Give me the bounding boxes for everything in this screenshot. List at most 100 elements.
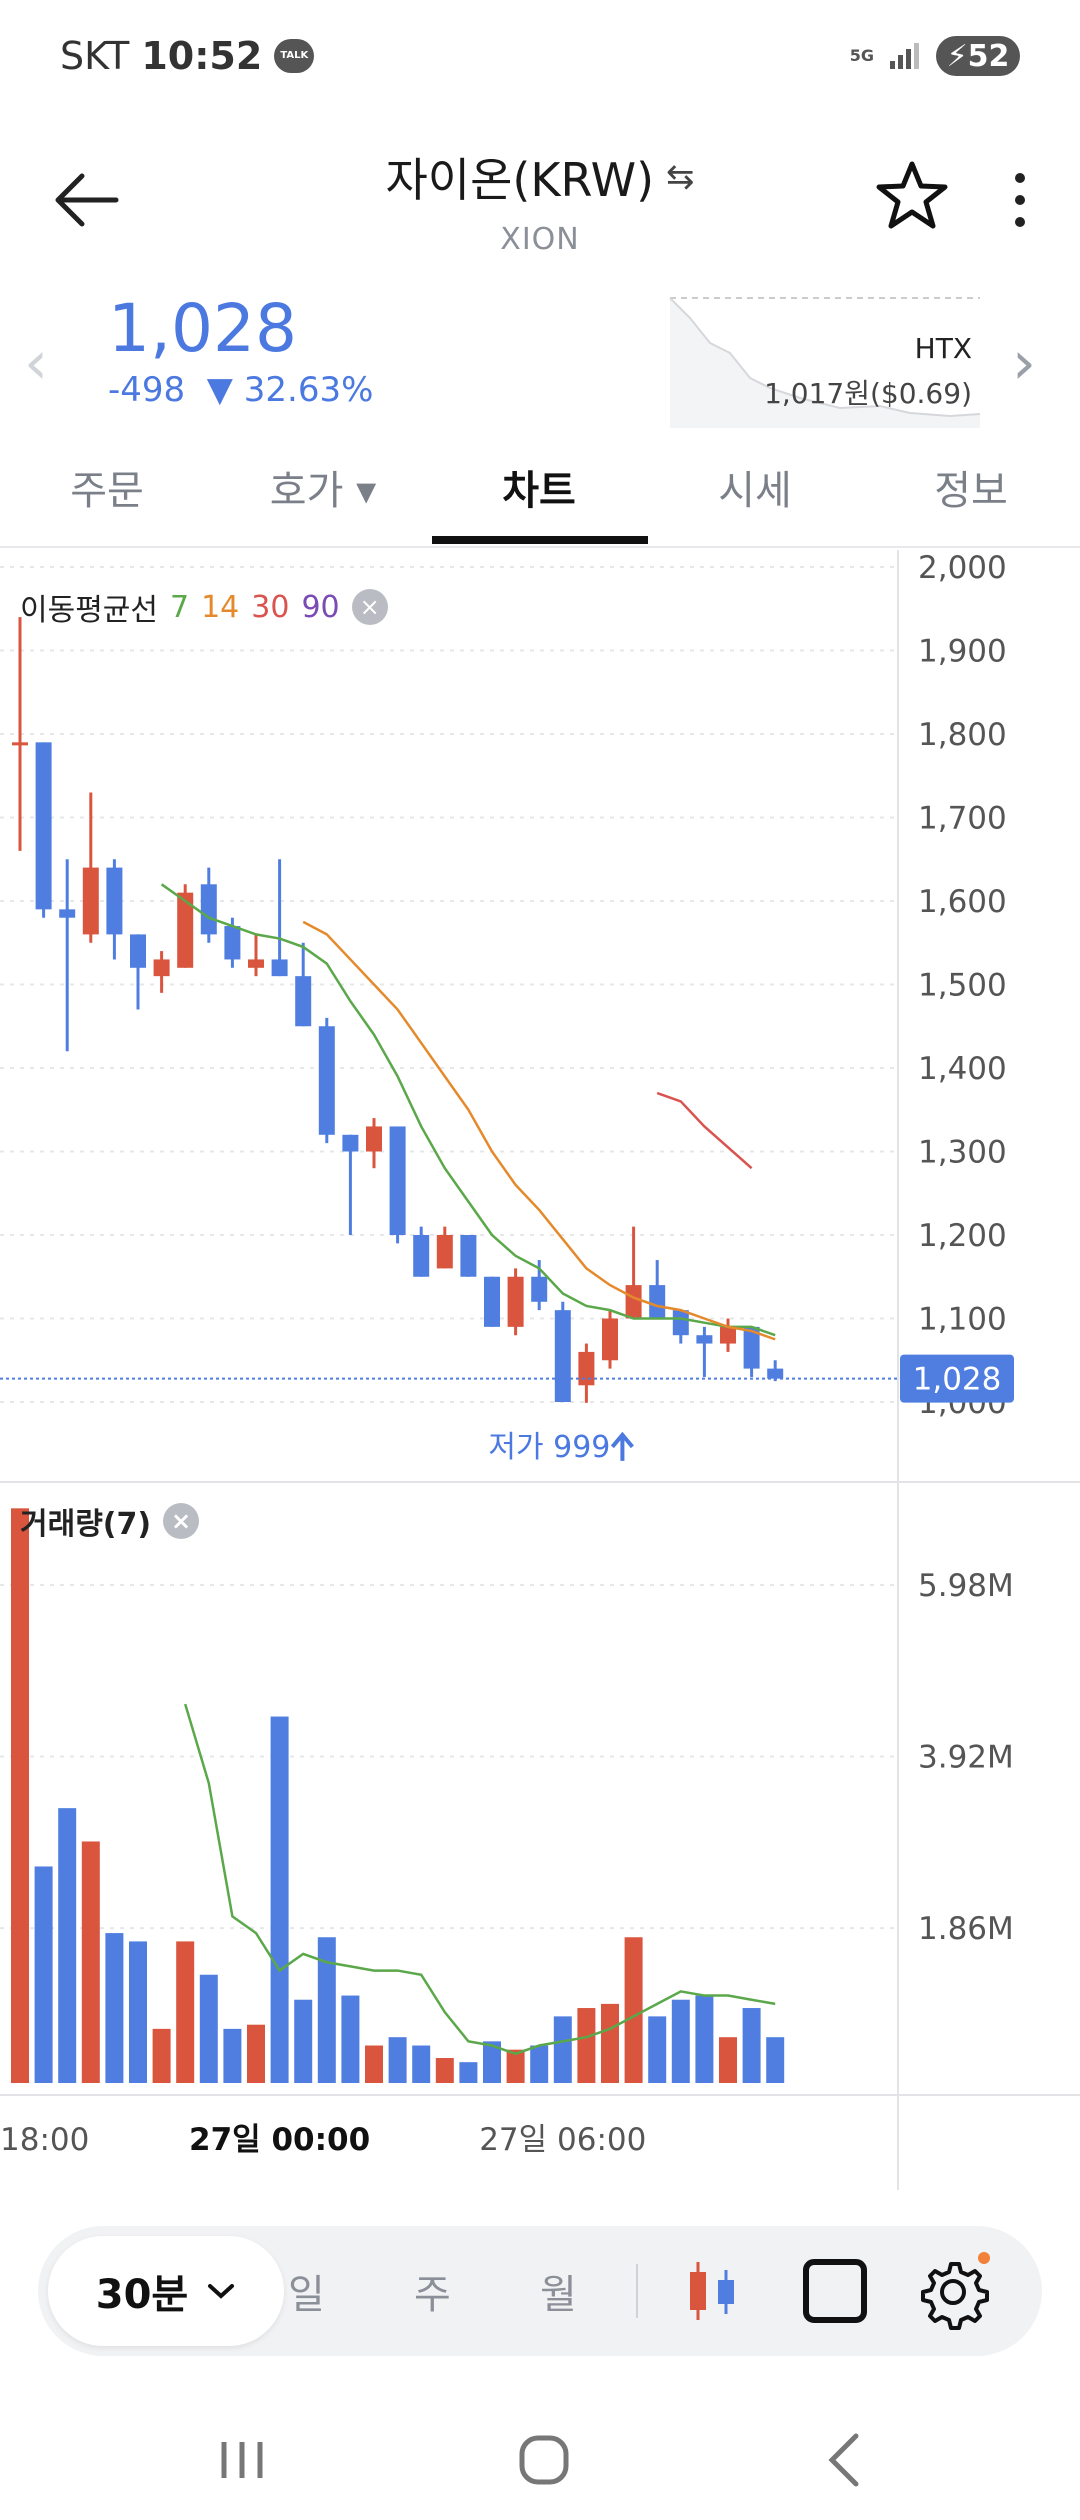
candle-body bbox=[271, 959, 288, 977]
change-absolute: -498 bbox=[108, 370, 186, 410]
volume-ma-line bbox=[184, 1703, 776, 2056]
volume-tick-label: 1.86M bbox=[918, 1911, 1014, 1947]
volume-bar bbox=[648, 2016, 667, 2083]
volume-legend: 거래량(7) × bbox=[20, 1499, 200, 1543]
volume-bar bbox=[34, 1866, 53, 2083]
prev-coin-chevron-icon[interactable]: ‹ bbox=[24, 328, 48, 398]
volume-bar bbox=[483, 2041, 501, 2083]
close-volume-icon[interactable]: × bbox=[163, 1503, 200, 1539]
interval-dropdown[interactable]: 30분 bbox=[48, 2236, 284, 2346]
price-tick-label: 1,200 bbox=[918, 1218, 1007, 1254]
signal-icon bbox=[890, 43, 919, 69]
candle-body bbox=[578, 1351, 595, 1386]
candle-body bbox=[342, 1134, 359, 1152]
low-price-label: 저가 999 bbox=[488, 1430, 610, 1465]
volume-bar bbox=[199, 1974, 218, 2083]
volume-bar bbox=[247, 2024, 265, 2083]
candle-body bbox=[12, 742, 28, 746]
tab-bar: 주문 호가 ▾ 차트 시세 정보 bbox=[0, 440, 1080, 548]
recent-apps-icon[interactable] bbox=[182, 2420, 302, 2500]
time-axis-label: 27일 06:00 bbox=[479, 2122, 646, 2158]
candlestick-chart[interactable]: 2,000 1,900 1,800 1,700 1,600 1,500 1,400 1,300… bbox=[0, 550, 1080, 2190]
interval-month-button[interactable]: 월 bbox=[540, 2272, 577, 2318]
swap-currency-icon[interactable]: ⇆ bbox=[666, 157, 695, 197]
candle-body bbox=[460, 1235, 477, 1277]
ma-label: 이동평균선 bbox=[20, 593, 158, 628]
volume-bar bbox=[129, 1941, 147, 2083]
chevron-down-icon bbox=[208, 2284, 235, 2299]
chart-area[interactable]: 2,000 1,900 1,800 1,700 1,600 1,500 1,400 1,300… bbox=[0, 550, 1080, 2190]
exchange-name: HTX bbox=[914, 332, 972, 365]
candle-body bbox=[413, 1235, 430, 1277]
candle-type-icon[interactable] bbox=[668, 2248, 758, 2334]
volume-bar bbox=[435, 2058, 454, 2083]
price-tick-label: 1,800 bbox=[918, 717, 1007, 753]
volume-bar bbox=[152, 2028, 171, 2083]
candle-body bbox=[82, 867, 99, 935]
volume-bar bbox=[176, 1941, 195, 2083]
ma-14-line bbox=[302, 920, 776, 1341]
time-axis-label: 18:00 bbox=[0, 2122, 89, 2158]
android-navigation-bar bbox=[0, 2400, 1080, 2520]
exchange-price: 1,017원($0.69) bbox=[764, 377, 972, 410]
volume-bar bbox=[671, 1999, 690, 2083]
tab-orderbook[interactable]: 호가 ▾ bbox=[269, 468, 377, 514]
coin-title[interactable]: 자이온(KRW) ⇆ bbox=[385, 144, 694, 210]
favorite-star-icon[interactable] bbox=[872, 156, 952, 236]
more-vertical-icon[interactable] bbox=[996, 160, 1044, 240]
candle-body bbox=[35, 742, 52, 910]
volume-tick-label: 5.98M bbox=[918, 1568, 1014, 1604]
volume-bar bbox=[506, 2049, 525, 2083]
moving-average-legend: 이동평균선 7 14 30 90 × bbox=[20, 585, 388, 629]
tab-chart[interactable]: 차트 bbox=[502, 468, 576, 514]
price-tick-label: 1,300 bbox=[918, 1135, 1007, 1171]
active-tab-indicator bbox=[432, 536, 648, 544]
price-tick-label: 2,000 bbox=[918, 550, 1007, 586]
status-left: SKT 10:52 TALK bbox=[60, 34, 315, 78]
kakaotalk-notification-icon: TALK bbox=[274, 39, 315, 73]
home-icon[interactable] bbox=[484, 2420, 604, 2500]
candle-body bbox=[484, 1276, 500, 1327]
candle-body bbox=[720, 1326, 736, 1344]
volume-bar bbox=[412, 2045, 431, 2083]
back-arrow-icon[interactable] bbox=[46, 160, 126, 240]
next-coin-chevron-icon[interactable]: › bbox=[1012, 328, 1036, 398]
title-block: 자이온(KRW) ⇆ XION bbox=[0, 144, 1080, 257]
candle-body bbox=[130, 934, 146, 968]
ma-30-label: 30 bbox=[251, 589, 290, 625]
ma-7-label: 7 bbox=[170, 589, 190, 625]
price-tick-label: 1,400 bbox=[918, 1051, 1007, 1087]
interval-day-button[interactable]: 일 bbox=[288, 2272, 325, 2318]
tab-market-price[interactable]: 시세 bbox=[718, 468, 792, 514]
ma-14-label: 14 bbox=[201, 589, 240, 625]
carrier-label: SKT bbox=[60, 34, 130, 78]
volume-bar bbox=[388, 2037, 407, 2083]
coin-symbol: XION bbox=[500, 222, 580, 257]
candle-body bbox=[743, 1326, 760, 1369]
time-axis-label: 27일 00:00 bbox=[189, 2122, 370, 2158]
volume-bar bbox=[270, 1716, 289, 2083]
change-percent: ▼ 32.63% bbox=[206, 370, 374, 410]
candle-body bbox=[295, 976, 312, 1027]
price-tick-label: 1,100 bbox=[918, 1302, 1007, 1338]
fullscreen-square-icon[interactable] bbox=[790, 2248, 880, 2334]
candle-body bbox=[436, 1235, 453, 1269]
volume-bar bbox=[459, 2062, 478, 2083]
clock: 10:52 bbox=[141, 34, 263, 78]
volume-bar bbox=[742, 2008, 761, 2083]
volume-bar bbox=[695, 1995, 714, 2083]
candle-body bbox=[106, 867, 123, 935]
close-ma-icon[interactable]: × bbox=[351, 589, 388, 625]
tab-info[interactable]: 정보 bbox=[934, 468, 1008, 514]
interval-week-button[interactable]: 주 bbox=[414, 2272, 451, 2318]
volume-bar bbox=[553, 2016, 572, 2083]
candle-body bbox=[649, 1285, 666, 1319]
candle-body bbox=[366, 1126, 382, 1152]
volume-tick-label: 3.92M bbox=[918, 1740, 1014, 1776]
back-nav-icon[interactable] bbox=[786, 2420, 906, 2500]
tab-order[interactable]: 주문 bbox=[70, 468, 144, 514]
status-bar: SKT 10:52 TALK 5G ⚡ 52 bbox=[0, 0, 1080, 120]
volume-bar bbox=[624, 1937, 643, 2083]
candle-body bbox=[554, 1310, 571, 1402]
settings-gear-icon[interactable] bbox=[908, 2248, 998, 2334]
